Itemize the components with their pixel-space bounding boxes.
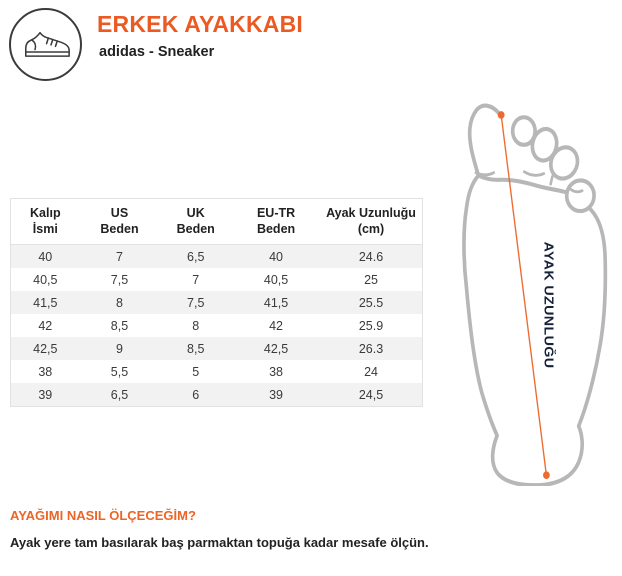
svg-text:AYAK UZUNLUĞU: AYAK UZUNLUĞU (542, 242, 556, 369)
